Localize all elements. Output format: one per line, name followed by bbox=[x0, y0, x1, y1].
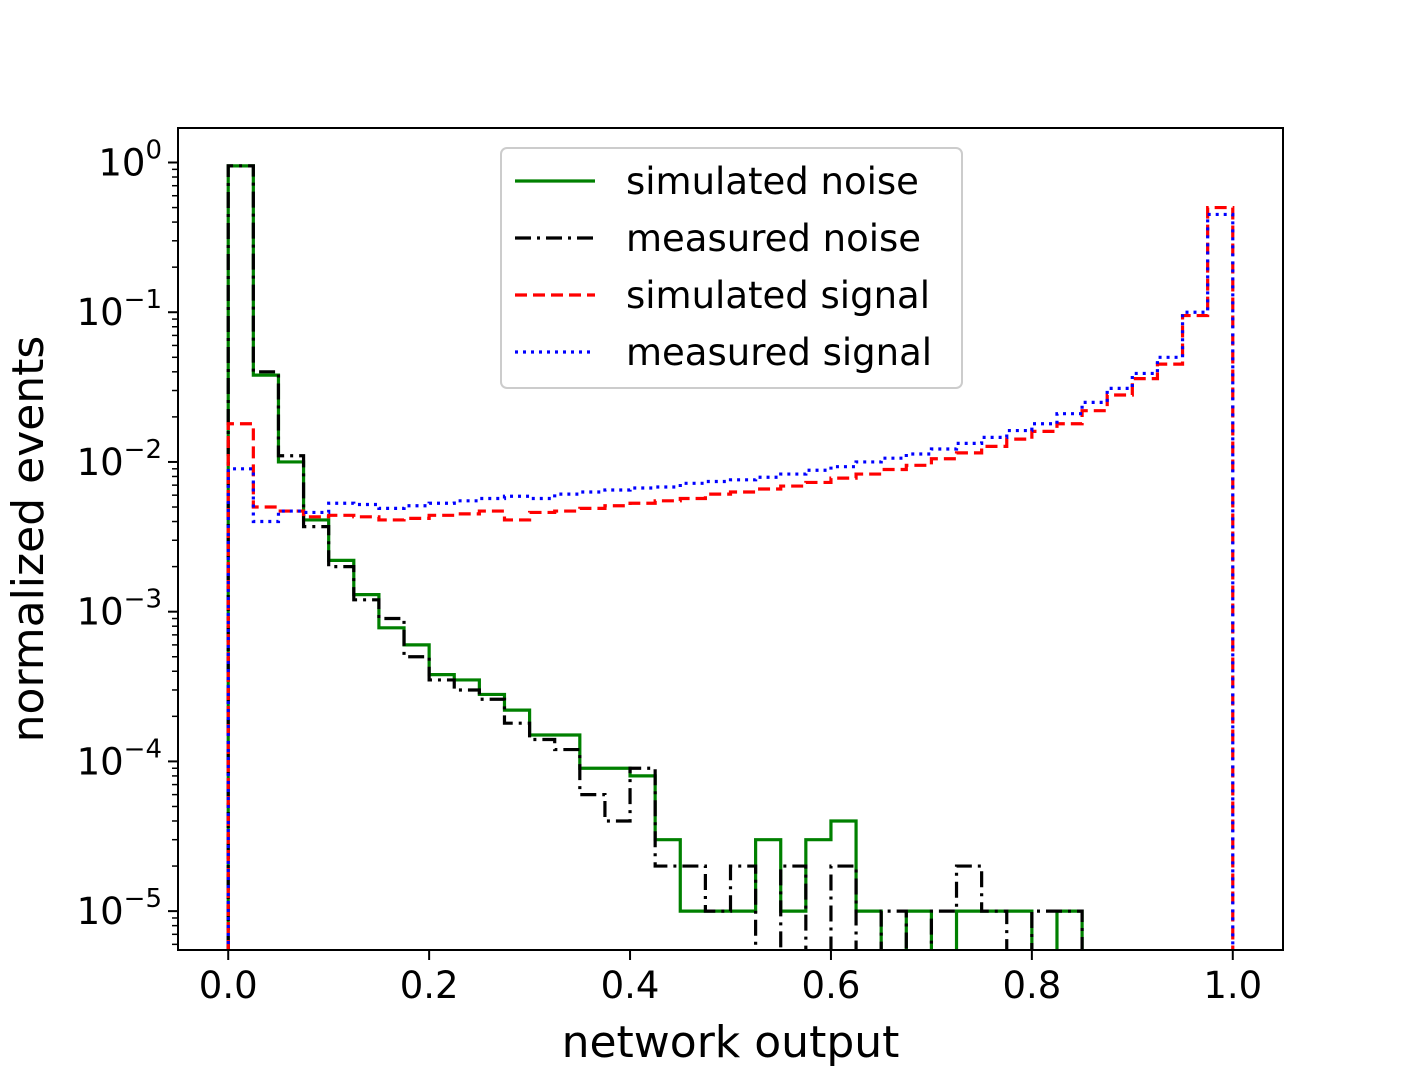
series-measured-signal bbox=[226, 212, 1235, 950]
x-tick-label: 1.0 bbox=[1203, 964, 1262, 1007]
x-axis-ticks: 0.0 0.2 0.4 0.6 0.8 1.0 bbox=[199, 950, 1262, 1007]
y-tick-label: 10−3 bbox=[77, 585, 162, 634]
x-tick-label: 0.8 bbox=[1002, 964, 1061, 1007]
y-tick-label: 10−4 bbox=[77, 734, 162, 783]
series-simulated-signal bbox=[226, 205, 1235, 950]
y-tick-label: 10−1 bbox=[77, 285, 162, 334]
legend-label: measured signal bbox=[626, 331, 932, 374]
legend-label: simulated noise bbox=[626, 160, 919, 203]
y-axis-ticks: 100 10−1 10−2 10−3 10−4 10−5 bbox=[77, 136, 178, 946]
legend: simulated noise measured noise simulated s… bbox=[500, 147, 963, 389]
y-tick-label: 10−2 bbox=[77, 435, 162, 484]
x-tick-label: 0.0 bbox=[199, 964, 258, 1007]
x-tick-label: 0.6 bbox=[802, 964, 861, 1007]
x-tick-label: 0.2 bbox=[400, 964, 459, 1007]
legend-label: measured noise bbox=[626, 217, 921, 260]
y-axis-label: normalized events bbox=[3, 336, 54, 743]
x-tick-label: 0.4 bbox=[601, 964, 660, 1007]
y-tick-label: 100 bbox=[98, 136, 162, 185]
x-axis-label: network output bbox=[562, 1017, 900, 1068]
series-layer bbox=[226, 164, 1235, 950]
legend-box bbox=[500, 147, 963, 389]
y-tick-label: 10−5 bbox=[77, 884, 162, 933]
axes-frame bbox=[177, 127, 1284, 951]
legend-label: simulated signal bbox=[626, 274, 930, 317]
